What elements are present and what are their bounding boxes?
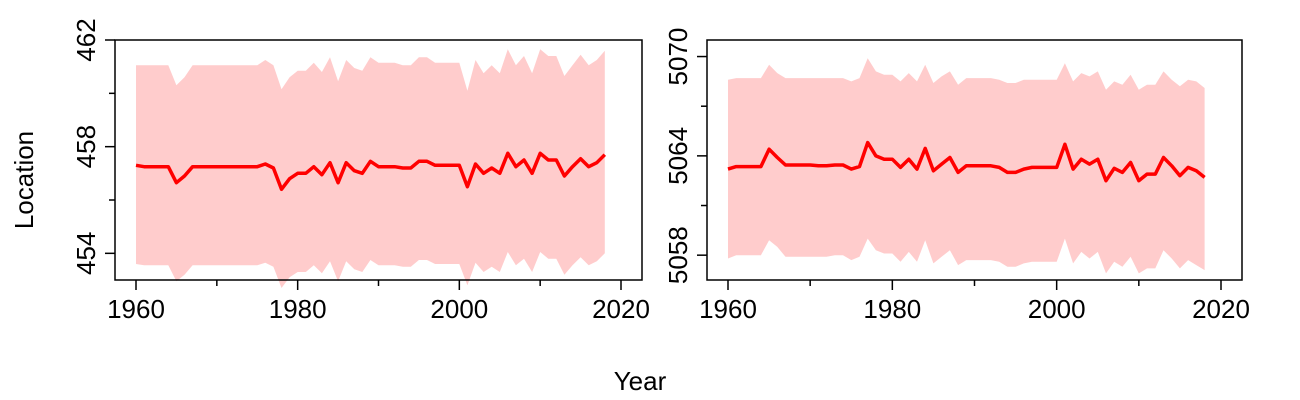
y-tick-label: 5058	[663, 226, 693, 284]
x-tick-label: 1980	[269, 294, 327, 324]
chart-panels: 1960 1980 2000 2020 454 458 462 1960 1980 2000 202…	[71, 18, 1250, 324]
y-tick-label: 462	[71, 18, 101, 61]
chart-panel-1: 1960 1980 2000 2020 454 458 462	[71, 18, 650, 324]
y-tick-label: 5070	[663, 28, 693, 86]
confidence-band	[136, 49, 605, 288]
y-axis-title: Location	[9, 131, 39, 229]
y-tick-label: 454	[71, 232, 101, 275]
x-axis-title: Year	[614, 366, 667, 396]
x-tick-label: 1980	[863, 294, 921, 324]
location-line	[135, 151, 607, 192]
location-line	[727, 140, 1206, 183]
y-tick-label: 5064	[663, 127, 693, 185]
x-tick-label: 2000	[430, 294, 488, 324]
x-tick-label: 1960	[699, 294, 757, 324]
y-tick-label: 458	[71, 125, 101, 168]
x-tick-label: 1960	[107, 294, 165, 324]
x-tick-label: 2020	[592, 294, 650, 324]
x-tick-label: 2000	[1028, 294, 1086, 324]
x-tick-label: 2020	[1192, 294, 1250, 324]
chart-panel-2: 1960 1980 2000 2020 5058 5064 5070	[663, 28, 1250, 324]
